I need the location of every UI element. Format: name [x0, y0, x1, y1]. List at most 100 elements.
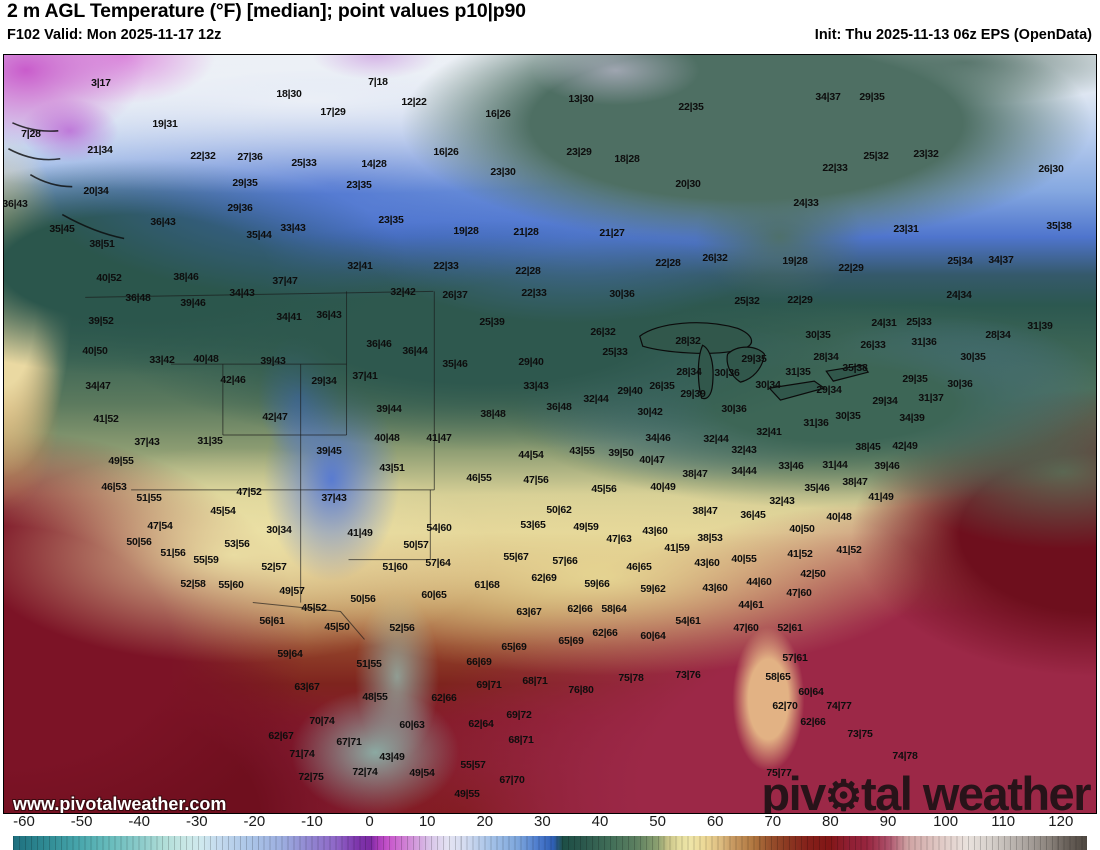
- point-value: 47|63: [606, 532, 632, 545]
- point-value: 55|57: [460, 758, 486, 771]
- point-value: 62|67: [268, 729, 294, 742]
- point-value: 7|28: [21, 127, 41, 140]
- point-value: 69|71: [476, 678, 502, 691]
- point-value: 26|32: [702, 251, 728, 264]
- point-value: 29|35: [859, 90, 885, 103]
- point-value: 46|65: [626, 560, 652, 573]
- point-value: 57|64: [425, 556, 451, 569]
- point-value: 22|29: [838, 261, 864, 274]
- point-value: 25|32: [734, 294, 760, 307]
- point-value: 44|61: [738, 598, 764, 611]
- point-value: 36|45: [740, 508, 766, 521]
- point-value: 39|43: [260, 354, 286, 367]
- point-value: 25|39: [479, 315, 505, 328]
- point-value: 49|55: [108, 454, 134, 467]
- colorbar-tick-label: -30: [185, 813, 208, 830]
- point-value: 21|28: [513, 225, 539, 238]
- point-value: 41|52: [93, 412, 119, 425]
- point-value: 76|80: [568, 683, 594, 696]
- point-value: 20|30: [675, 177, 701, 190]
- point-value: 33|46: [778, 459, 804, 472]
- point-value: 46|53: [101, 480, 127, 493]
- point-value: 40|49: [650, 480, 676, 493]
- point-value: 62|69: [531, 571, 557, 584]
- colorbar-tick-label: 100: [933, 813, 959, 830]
- point-value: 57|66: [552, 554, 578, 567]
- point-value: 34|43: [229, 286, 255, 299]
- point-value: 29|40: [617, 384, 643, 397]
- point-value: 36|48: [546, 400, 572, 413]
- point-value: 23|35: [378, 213, 404, 226]
- point-value: 38|53: [697, 531, 723, 544]
- point-value: 62|66: [592, 626, 618, 639]
- point-value: 63|67: [294, 680, 320, 693]
- point-value: 32|41: [756, 425, 782, 438]
- point-value: 39|52: [88, 314, 114, 327]
- point-value: 49|54: [409, 766, 435, 779]
- point-value: 73|75: [847, 727, 873, 740]
- point-value: 35|45: [49, 222, 75, 235]
- point-value: 29|35: [232, 176, 258, 189]
- point-value: 40|50: [82, 344, 108, 357]
- point-value: 29|34: [872, 394, 898, 407]
- brand-watermark: piv⚙tal weather: [761, 770, 1091, 813]
- point-value: 37|43: [134, 435, 160, 448]
- point-value: 72|75: [298, 770, 324, 783]
- point-value: 22|28: [655, 256, 681, 269]
- site-url-watermark: www.pivotalweather.com: [13, 794, 227, 814]
- point-value: 51|55: [356, 657, 382, 670]
- point-value: 72|74: [352, 765, 378, 778]
- point-value: 30|36: [947, 377, 973, 390]
- point-value: 25|34: [947, 254, 973, 267]
- point-value: 57|61: [782, 651, 808, 664]
- point-value: 38|47: [682, 467, 708, 480]
- point-value: 65|69: [501, 640, 527, 653]
- point-value: 22|33: [433, 259, 459, 272]
- point-value: 45|54: [210, 504, 236, 517]
- point-value: 12|22: [401, 95, 427, 108]
- point-value: 38|46: [173, 270, 199, 283]
- point-value: 58|65: [765, 670, 791, 683]
- point-value: 32|43: [731, 443, 757, 456]
- point-value: 60|65: [421, 588, 447, 601]
- point-value: 73|76: [675, 668, 701, 681]
- point-value: 22|32: [190, 149, 216, 162]
- point-value: 23|35: [346, 178, 372, 191]
- point-value: 36|46: [366, 337, 392, 350]
- point-value: 34|41: [276, 310, 302, 323]
- point-value: 47|54: [147, 519, 173, 532]
- point-value: 52|58: [180, 577, 206, 590]
- colorbar-tick-label: 60: [706, 813, 724, 830]
- point-value: 36|43: [150, 215, 176, 228]
- point-value: 28|34: [813, 350, 839, 363]
- point-value: 58|64: [601, 602, 627, 615]
- point-value: 34|37: [815, 90, 841, 103]
- point-value: 22|35: [678, 100, 704, 113]
- point-value: 27|36: [237, 150, 263, 163]
- colorbar-tick-label: -50: [70, 813, 93, 830]
- point-value: 39|50: [608, 446, 634, 459]
- point-value: 22|28: [515, 264, 541, 277]
- point-value: 62|66: [431, 691, 457, 704]
- point-value: 69|72: [506, 708, 532, 721]
- point-value: 41|49: [868, 490, 894, 503]
- point-value: 30|34: [755, 378, 781, 391]
- point-value: 55|59: [193, 553, 219, 566]
- point-value: 38|48: [480, 407, 506, 420]
- point-value: 42|47: [262, 410, 288, 423]
- colorbar-tick-label: -20: [243, 813, 266, 830]
- point-value: 68|71: [508, 733, 534, 746]
- point-value: 43|60: [702, 581, 728, 594]
- colorbar: [13, 836, 1087, 850]
- point-value: 42|46: [220, 373, 246, 386]
- point-value: 71|74: [289, 747, 315, 760]
- point-value: 26|35: [649, 379, 675, 392]
- point-value: 52|57: [261, 560, 287, 573]
- point-value: 51|56: [160, 546, 186, 559]
- point-value: 31|36: [911, 335, 937, 348]
- point-value: 25|33: [291, 156, 317, 169]
- point-value: 30|42: [637, 405, 663, 418]
- point-value: 41|52: [836, 543, 862, 556]
- colorbar-tick-label: -40: [128, 813, 151, 830]
- point-value: 18|28: [614, 152, 640, 165]
